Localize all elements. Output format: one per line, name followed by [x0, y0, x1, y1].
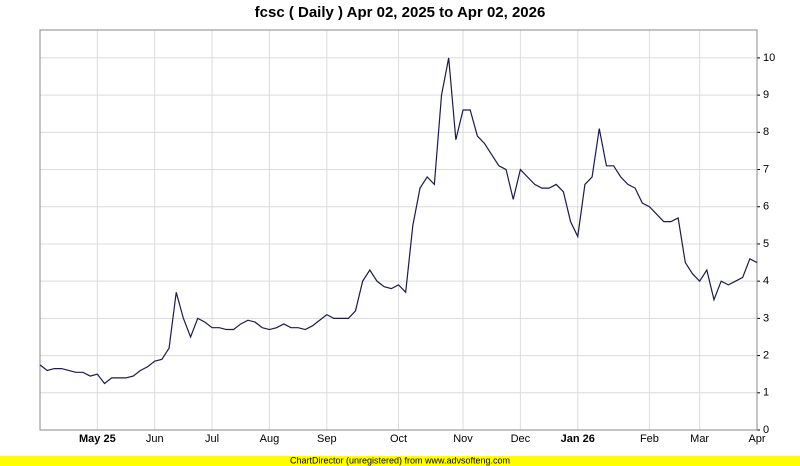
- x-tick-label: Apr: [748, 433, 765, 445]
- y-tick-label: 3: [763, 312, 769, 324]
- y-tick-label: 1: [763, 387, 769, 399]
- footer-bar: [0, 456, 800, 466]
- plot-border: [39, 29, 758, 431]
- y-tick-label: 10: [763, 52, 775, 64]
- y-tick-label: 5: [763, 238, 769, 250]
- x-tick-label: Feb: [640, 433, 659, 445]
- x-tick-label: Jun: [146, 433, 164, 445]
- footer: ChartDirector (unregistered) from www.ad…: [290, 455, 510, 465]
- y-tick-label: 9: [763, 89, 769, 101]
- x-tick-label: Jan 26: [561, 433, 595, 445]
- y-tick-label: 2: [763, 349, 769, 361]
- x-tick-label: May 25: [79, 433, 116, 445]
- y-tick-label: 0: [763, 424, 769, 436]
- x-tick-label: Sep: [317, 433, 337, 445]
- x-tick-label: Jul: [205, 433, 219, 445]
- y-tick-label: 6: [763, 201, 769, 213]
- chart-title: fcsc ( Daily ) Apr 02, 2025 to Apr 02, 2…: [255, 4, 546, 21]
- y-tick-label: 7: [763, 163, 769, 175]
- y-tick-label: 8: [763, 126, 769, 138]
- x-tick-label: Oct: [390, 433, 407, 445]
- x-tick-label: Mar: [690, 433, 709, 445]
- price-line: [39, 57, 758, 385]
- x-tick-label: Aug: [260, 433, 280, 445]
- x-tick-label: Dec: [511, 433, 531, 445]
- y-tick-label: 4: [763, 275, 769, 287]
- x-tick-label: Nov: [453, 433, 473, 445]
